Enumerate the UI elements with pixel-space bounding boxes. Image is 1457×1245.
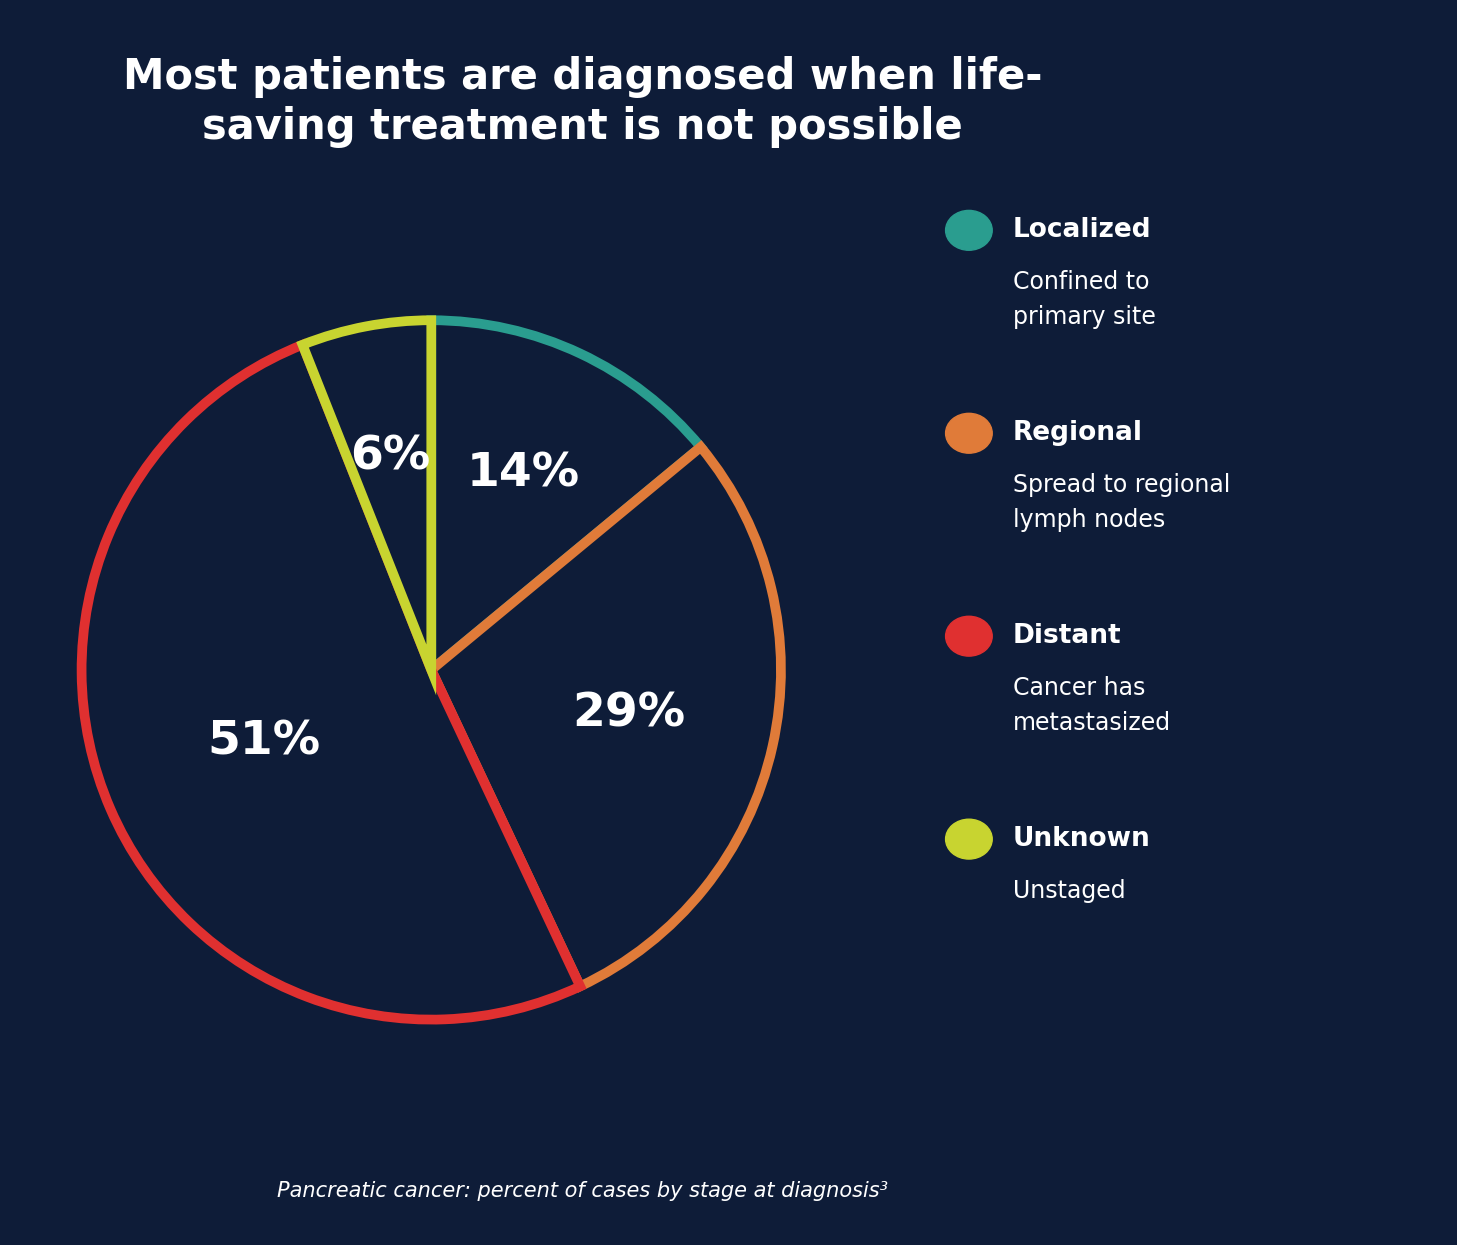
Text: Regional: Regional [1013, 421, 1142, 446]
Text: 29%: 29% [573, 692, 686, 737]
Text: Unknown: Unknown [1013, 827, 1151, 852]
Wedge shape [431, 320, 701, 670]
Wedge shape [431, 447, 781, 986]
Text: Spread to regional: Spread to regional [1013, 473, 1230, 497]
Text: Distant: Distant [1013, 624, 1122, 649]
Text: Unstaged: Unstaged [1013, 879, 1125, 903]
Text: primary site: primary site [1013, 305, 1155, 329]
Text: metastasized: metastasized [1013, 711, 1171, 735]
Text: Localized: Localized [1013, 218, 1151, 243]
Text: 6%: 6% [351, 435, 431, 479]
Wedge shape [303, 320, 431, 670]
Text: lymph nodes: lymph nodes [1013, 508, 1164, 532]
Wedge shape [82, 345, 580, 1020]
Text: Cancer has: Cancer has [1013, 676, 1145, 700]
Text: Confined to: Confined to [1013, 270, 1150, 294]
Text: Pancreatic cancer: percent of cases by stage at diagnosis³: Pancreatic cancer: percent of cases by s… [277, 1182, 889, 1201]
Text: 51%: 51% [208, 720, 321, 764]
Text: 14%: 14% [468, 451, 580, 497]
Text: Most patients are diagnosed when life-
saving treatment is not possible: Most patients are diagnosed when life- s… [122, 56, 1043, 148]
